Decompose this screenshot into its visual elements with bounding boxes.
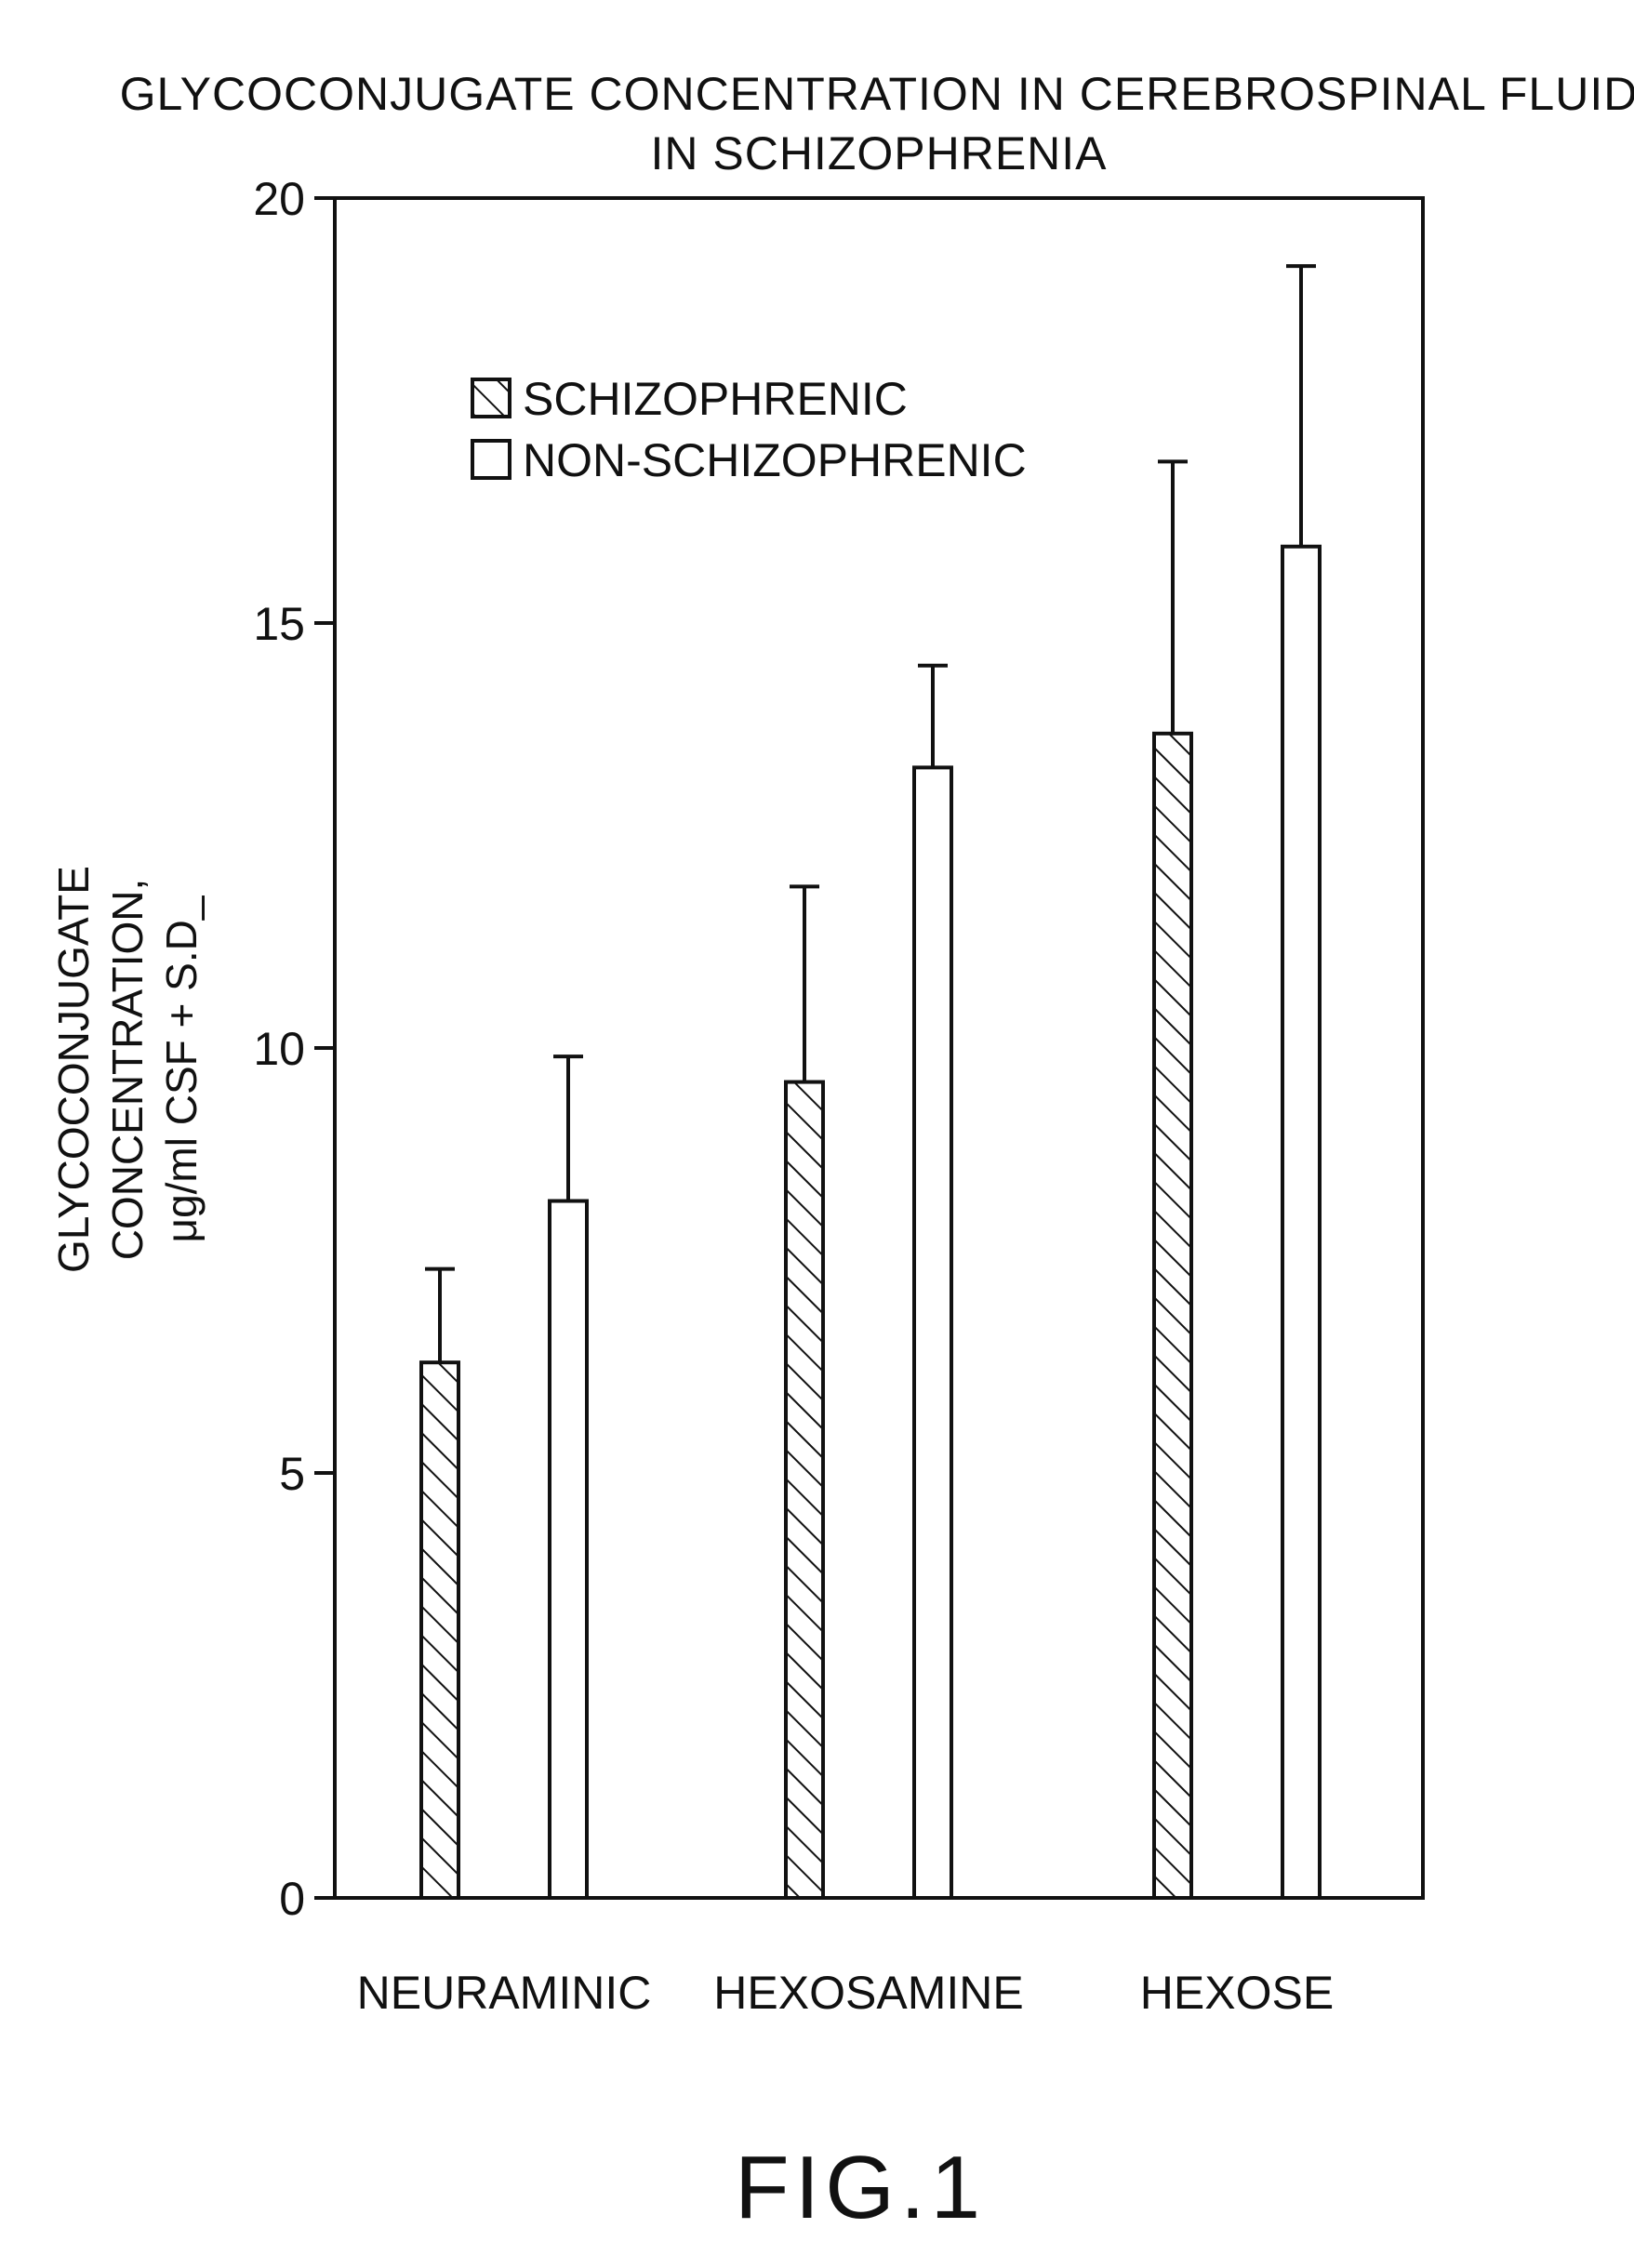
legend-label-non-schizophrenic: NON-SCHIZOPHRENIC: [523, 434, 1027, 486]
y-tick-label-1: 5: [279, 1448, 305, 1500]
legend-label-schizophrenic: SCHIZOPHRENIC: [523, 373, 908, 425]
x-category-label-2: HEXOSE: [1140, 1967, 1334, 2019]
bar-schizophrenic-1: [786, 1082, 823, 1898]
y-tick-label-3: 15: [253, 598, 305, 650]
y-axis-label: GLYCOCONJUGATE CONCENTRATION, μg/ml CSF …: [49, 866, 206, 1273]
bar-schizophrenic-0: [421, 1362, 458, 1898]
x-category-label-1: HEXOSAMINE: [713, 1967, 1023, 2019]
y-axis-label-line2: CONCENTRATION,: [103, 879, 152, 1261]
y-tick-label-0: 0: [279, 1873, 305, 1925]
legend-swatch-schizophrenic: [472, 379, 510, 417]
y-axis-label-line1: GLYCOCONJUGATE: [49, 866, 98, 1273]
legend-swatch-non-schizophrenic: [472, 441, 510, 478]
y-axis-label-line3: μg/ml CSF + S.D_: [157, 895, 206, 1242]
chart-title-line2: IN SCHIZOPHRENIA: [650, 127, 1107, 179]
y-tick-label-4: 20: [253, 173, 305, 225]
legend: SCHIZOPHRENIC NON-SCHIZOPHRENIC: [472, 373, 1027, 486]
bar-non-schizophrenic-2: [1282, 547, 1320, 1898]
bar-non-schizophrenic-1: [914, 767, 951, 1898]
x-category-label-0: NEURAMINIC: [357, 1967, 652, 2019]
bar-non-schizophrenic-0: [550, 1201, 587, 1898]
chart-title-line1: GLYCOCONJUGATE CONCENTRATION IN CEREBROS…: [120, 68, 1634, 120]
y-tick-label-2: 10: [253, 1023, 305, 1075]
figure-label: FIG.1: [735, 2138, 986, 2237]
bar-schizophrenic-2: [1154, 734, 1191, 1898]
